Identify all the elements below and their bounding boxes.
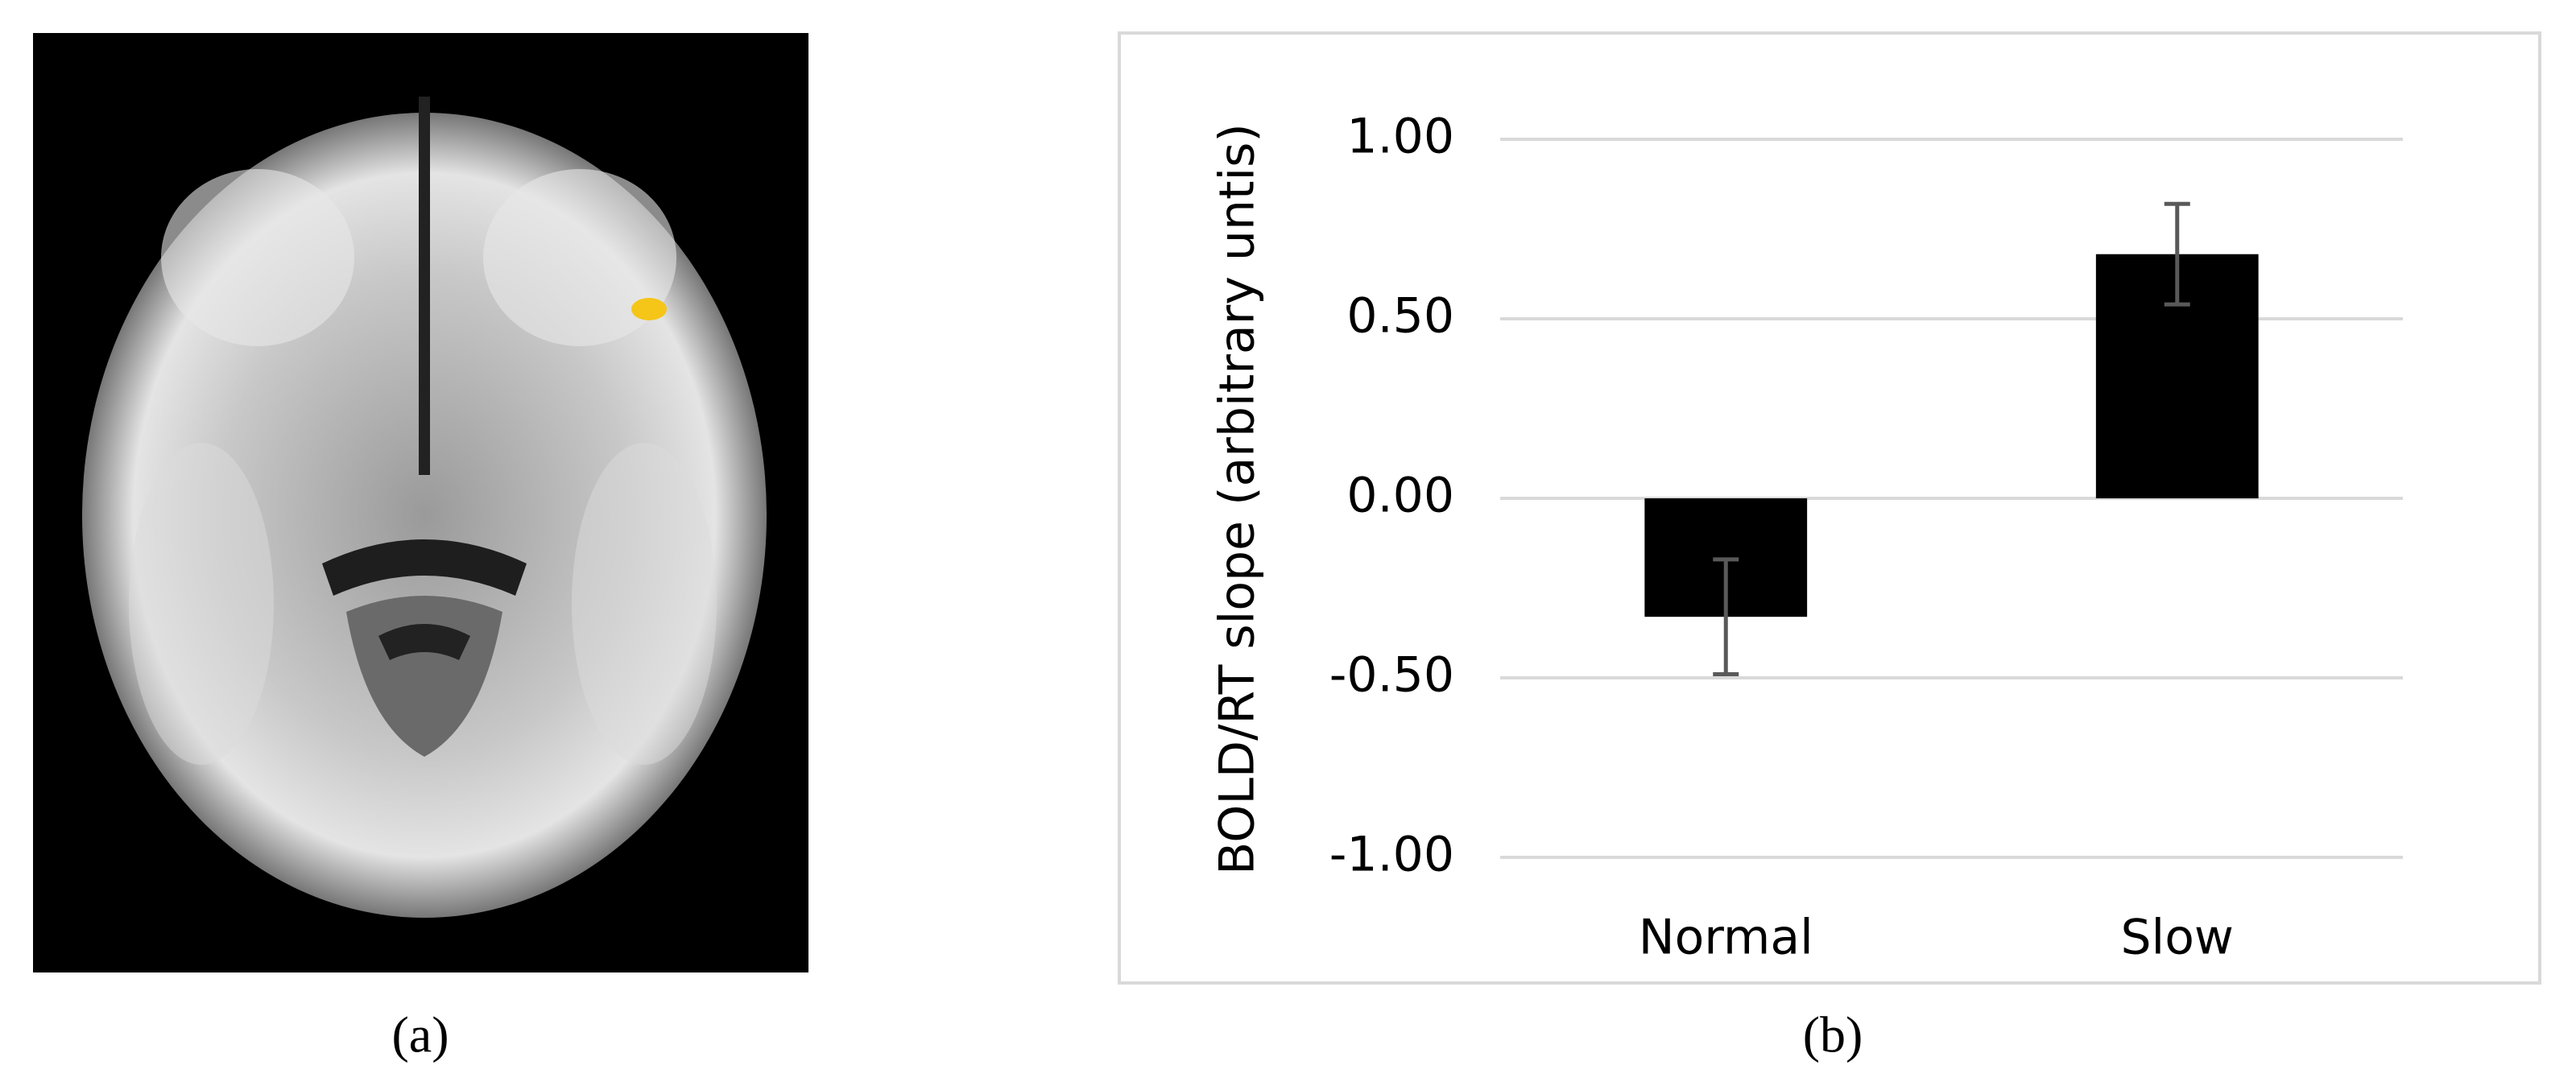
error-bar [1713,557,1739,677]
y-tick-label: -1.00 [1329,827,1454,883]
y-tick-label: 0.50 [1346,288,1454,345]
panel-label: (b) [1803,1006,1863,1063]
brain-image [33,33,808,972]
y-tick-label: 0.00 [1346,468,1454,524]
chart-border [1118,31,2541,985]
x-tick-label: Normal [1639,910,1813,966]
panel-label: (a) [391,1006,449,1063]
x-tick-label: Slow [2120,910,2234,966]
error-bar [2164,201,2190,307]
y-tick-label: 1.00 [1346,109,1454,165]
y-axis-label: BOLD/RT slope (arbitrary untis) [1209,123,1266,875]
y-tick-label: -0.50 [1329,647,1454,704]
